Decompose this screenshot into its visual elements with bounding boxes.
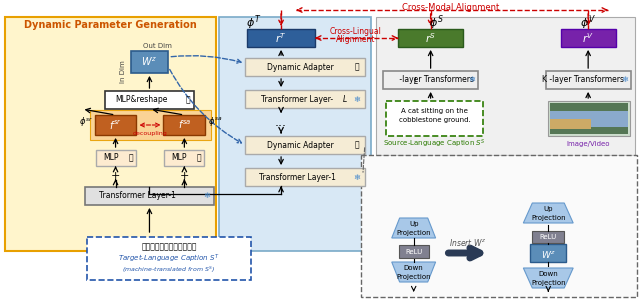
Bar	[532, 231, 564, 243]
Text: Dynamic Parameter Generation: Dynamic Parameter Generation	[24, 20, 197, 30]
Bar	[90, 110, 211, 140]
Bar	[561, 29, 616, 47]
Text: $L$: $L$	[413, 75, 419, 85]
Text: Transformer Layer-1: Transformer Layer-1	[99, 191, 176, 201]
Text: 一只猫坐在鹅卵石地面上。: 一只猫坐在鹅卵石地面上。	[141, 243, 196, 252]
Text: ❄: ❄	[353, 95, 360, 104]
Bar	[131, 51, 168, 73]
Text: (machine-translated from $S^S$): (machine-translated from $S^S$)	[122, 265, 216, 275]
Polygon shape	[524, 203, 573, 223]
Bar	[376, 17, 635, 155]
Text: $r^V$: $r^V$	[582, 31, 595, 45]
Bar	[95, 115, 136, 135]
Bar	[164, 150, 204, 166]
Text: Cross-Lingual: Cross-Lingual	[330, 27, 382, 37]
Bar	[245, 168, 365, 186]
Bar	[548, 101, 630, 136]
Text: $L$: $L$	[342, 94, 348, 104]
Bar	[245, 90, 365, 108]
Text: K -layer Transformers: K -layer Transformers	[542, 76, 624, 85]
Text: In Dim: In Dim	[120, 61, 125, 83]
Bar	[86, 237, 251, 280]
Text: decoupling: decoupling	[132, 131, 167, 137]
Text: 🔥: 🔥	[197, 153, 202, 162]
Text: $W^z$: $W^z$	[141, 56, 157, 68]
Text: $r^S$: $r^S$	[425, 31, 436, 45]
Text: Projection: Projection	[396, 230, 431, 236]
Text: $\phi^T$: $\phi^T$	[246, 14, 262, 32]
Bar	[361, 155, 637, 297]
Bar	[104, 91, 195, 109]
Text: 🔥: 🔥	[355, 63, 359, 72]
Bar	[550, 119, 591, 129]
Bar	[5, 17, 216, 251]
Polygon shape	[392, 218, 436, 238]
Bar	[546, 71, 630, 89]
Text: ❄: ❄	[353, 172, 360, 182]
Text: Out Dim: Out Dim	[143, 43, 172, 49]
Text: Projection: Projection	[396, 274, 431, 280]
Text: MLP: MLP	[172, 153, 187, 162]
Bar	[247, 29, 315, 47]
Text: Dynamic Adapter: Dynamic Adapter	[267, 63, 333, 72]
Text: Dynamic Adapter: Dynamic Adapter	[267, 140, 333, 149]
Text: A cat sitting on the: A cat sitting on the	[401, 108, 468, 114]
Text: Projection: Projection	[531, 280, 566, 286]
Text: Down: Down	[538, 271, 558, 277]
Bar	[383, 71, 478, 89]
Text: $\phi^V$: $\phi^V$	[580, 14, 596, 32]
Bar	[386, 101, 483, 136]
Text: MLP: MLP	[103, 153, 118, 162]
Bar	[550, 103, 628, 134]
Bar	[531, 244, 566, 262]
Text: $W^z$: $W^z$	[541, 249, 556, 259]
Text: -layer Transformers: -layer Transformers	[397, 76, 474, 85]
Bar	[163, 115, 205, 135]
Text: Transformer Layer-: Transformer Layer-	[261, 95, 333, 104]
Text: Cross-Modal Alignment: Cross-Modal Alignment	[402, 2, 499, 11]
Text: Image/Video: Image/Video	[566, 141, 610, 147]
Bar	[398, 29, 463, 47]
Text: $r^T$: $r^T$	[275, 31, 287, 45]
Text: Insert $W^z$: Insert $W^z$	[449, 237, 487, 249]
Text: $\phi^{sr}$: $\phi^{sr}$	[79, 115, 93, 129]
Polygon shape	[524, 268, 573, 288]
Text: $f^{sa}$: $f^{sa}$	[178, 119, 191, 131]
Bar	[245, 136, 365, 154]
Text: 🔥: 🔥	[355, 140, 359, 149]
Text: Down: Down	[404, 265, 424, 271]
Text: ReLU: ReLU	[405, 249, 422, 255]
Bar	[550, 111, 628, 127]
Text: +: +	[111, 171, 120, 181]
Bar	[399, 245, 429, 258]
Text: Transformer Layer-1: Transformer Layer-1	[259, 172, 335, 182]
Bar	[245, 58, 365, 76]
Text: ❄: ❄	[621, 76, 628, 85]
Bar	[84, 187, 214, 205]
Polygon shape	[392, 262, 436, 282]
Text: ❄: ❄	[468, 76, 476, 85]
Text: 🔥: 🔥	[128, 153, 133, 162]
Text: Target-Language Caption $S^T$: Target-Language Caption $S^T$	[118, 253, 220, 265]
Bar	[220, 17, 371, 251]
Text: Alignment: Alignment	[336, 34, 376, 43]
Text: Up: Up	[543, 206, 553, 212]
Bar	[95, 150, 136, 166]
Text: 🔥: 🔥	[186, 95, 191, 104]
Text: $\phi^{sa}$: $\phi^{sa}$	[208, 115, 223, 128]
Text: ReLU: ReLU	[540, 234, 557, 240]
Text: Source-Language Caption $S^S$: Source-Language Caption $S^S$	[383, 138, 486, 150]
Text: Projection: Projection	[531, 215, 566, 221]
Text: MLP&reshape: MLP&reshape	[115, 95, 168, 104]
Text: cobblestone ground.: cobblestone ground.	[399, 117, 470, 123]
Text: $\phi^S$: $\phi^S$	[429, 14, 444, 32]
Text: +: +	[180, 171, 189, 181]
Text: $f^{sr}$: $f^{sr}$	[109, 118, 122, 132]
Text: ...: ...	[275, 117, 287, 130]
Text: Up: Up	[409, 221, 419, 227]
Text: ❄: ❄	[203, 191, 210, 201]
